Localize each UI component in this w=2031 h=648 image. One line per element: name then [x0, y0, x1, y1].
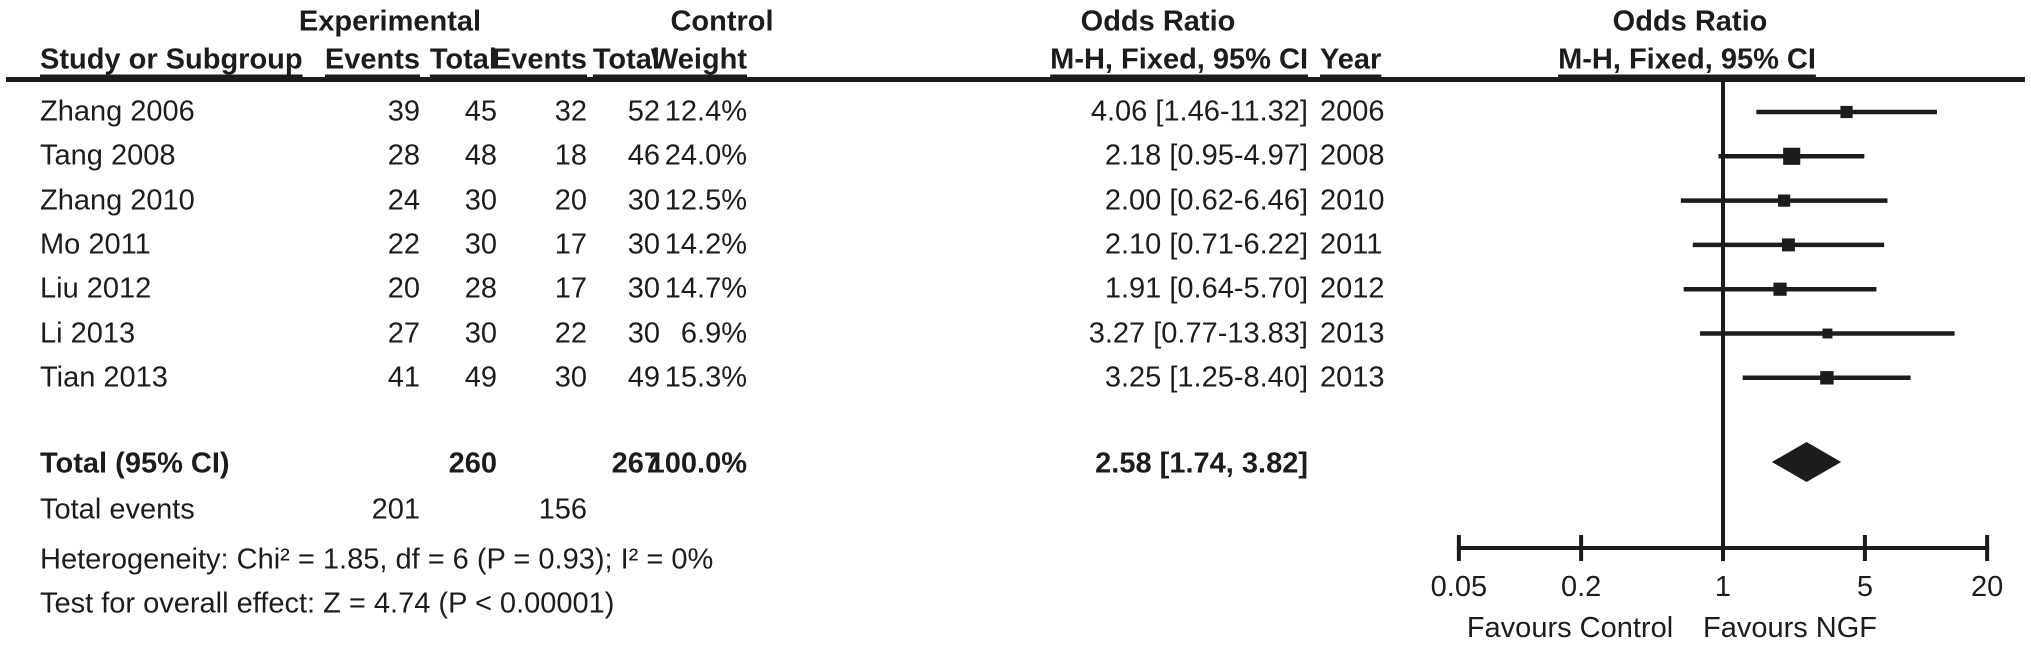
year-value: 2008 [1320, 139, 1385, 172]
effect-square [1783, 147, 1801, 165]
ctl-events-value: 32 [554, 95, 587, 128]
exp-total-value: 30 [464, 184, 497, 217]
year-value: 2006 [1320, 95, 1385, 128]
exp-total-value: 49 [464, 361, 497, 394]
total-diamond [1771, 442, 1842, 482]
weight-value: 24.0% [664, 139, 747, 172]
or-ci-value: 2.18 [0.95-4.97] [1104, 139, 1308, 172]
ctl-total-value: 30 [627, 272, 660, 305]
col-header-ctl-events: Events [491, 43, 587, 76]
favours-left-label: Favours Control [1467, 612, 1673, 644]
plot-header-mh-ci: M-H, Fixed, 95% CI [1558, 43, 1816, 76]
effect-square [1777, 194, 1791, 207]
col-header-exp-total: Total [429, 43, 497, 76]
exp-events-value: 24 [387, 184, 420, 217]
col-header-exp-events: Events [324, 43, 420, 76]
col-header-or-ci: M-H, Fixed, 95% CI [1050, 43, 1308, 76]
x-tick-label: 20 [1971, 571, 2003, 603]
or-ci-value: 2.00 [0.62-6.46] [1104, 184, 1308, 217]
or-ci-value: 1.91 [0.64-5.70] [1104, 272, 1308, 305]
ctl-events-value: 20 [554, 184, 587, 217]
x-tick-label: 0.05 [1431, 571, 1487, 603]
study-name: Zhang 2006 [40, 95, 195, 128]
total-exp-total: 260 [448, 447, 497, 480]
effect-square [1773, 282, 1787, 296]
study-name: Tang 2008 [40, 139, 176, 172]
group-header-control: Control [670, 5, 774, 38]
exp-total-value: 48 [464, 139, 497, 172]
exp-events-value: 39 [387, 95, 420, 128]
effect-square [1820, 371, 1834, 385]
or-ci-value: 3.25 [1.25-8.40] [1104, 361, 1308, 394]
exp-total-value: 28 [464, 272, 497, 305]
exp-total-value: 30 [464, 228, 497, 261]
exp-events-value: 20 [387, 272, 420, 305]
exp-total-value: 45 [464, 95, 497, 128]
overall-effect-note: Test for overall effect: Z = 4.74 (P < 0… [40, 587, 615, 620]
total-events-ctl-value: 156 [538, 493, 587, 526]
total-events-label: Total events [40, 493, 195, 526]
study-name: Mo 2011 [40, 228, 151, 261]
col-header-study: Study or Subgroup [40, 43, 303, 76]
weight-value: 14.2% [664, 228, 747, 261]
weight-value: 14.7% [664, 272, 747, 305]
ctl-total-value: 49 [627, 361, 660, 394]
or-ci-value: 3.27 [0.77-13.83] [1088, 317, 1308, 349]
ctl-total-value: 30 [627, 228, 660, 261]
exp-events-value: 22 [387, 228, 420, 261]
year-value: 2010 [1320, 184, 1385, 217]
study-name: Liu 2012 [40, 272, 152, 305]
group-header-experimental: Experimental [298, 5, 482, 38]
x-tick-label: 1 [1715, 571, 1731, 603]
ctl-total-value: 30 [627, 184, 660, 217]
or-ci-value: 2.10 [0.71-6.22] [1104, 228, 1308, 261]
col-header-weight: Weight [650, 43, 747, 76]
x-tick-label: 5 [1857, 571, 1873, 603]
group-header-odds-ratio: Odds Ratio [1080, 5, 1236, 38]
study-name: Li 2013 [40, 317, 136, 349]
ctl-total-value: 46 [627, 139, 660, 172]
exp-total-value: 30 [464, 317, 497, 349]
col-header-ctl-total: Total [592, 43, 660, 76]
weight-value: 12.4% [664, 95, 747, 128]
weight-value: 15.3% [664, 361, 747, 394]
exp-events-value: 41 [387, 361, 420, 394]
weight-value: 6.9% [680, 317, 747, 349]
ctl-events-value: 22 [554, 317, 587, 349]
total-or-ci: 2.58 [1.74, 3.82] [1095, 447, 1308, 480]
effect-square [1781, 238, 1795, 252]
favours-right-label: Favours NGF [1703, 612, 1877, 644]
total-ctl-total: 267 [611, 447, 660, 480]
ctl-events-value: 17 [554, 272, 587, 305]
ctl-events-value: 18 [554, 139, 587, 172]
total-events-exp-value: 201 [371, 493, 420, 526]
ctl-total-value: 30 [627, 317, 660, 349]
heterogeneity-note: Heterogeneity: Chi² = 1.85, df = 6 (P = … [40, 543, 714, 576]
or-ci-value: 4.06 [1.46-11.32] [1090, 95, 1308, 128]
col-header-year: Year [1320, 43, 1382, 76]
study-name: Tian 2013 [40, 361, 168, 394]
plot-header-odds-ratio: Odds Ratio [1612, 5, 1768, 38]
ctl-total-value: 52 [627, 95, 660, 128]
ctl-events-value: 17 [554, 228, 587, 261]
effect-square [1840, 105, 1853, 119]
total-weight: 100.0% [648, 447, 747, 480]
year-value: 2013 [1320, 361, 1385, 394]
ctl-events-value: 30 [554, 361, 587, 394]
exp-events-value: 27 [387, 317, 420, 349]
effect-square [1822, 328, 1833, 339]
study-name: Zhang 2010 [40, 184, 195, 217]
exp-events-value: 28 [387, 139, 420, 172]
year-value: 2011 [1320, 228, 1383, 261]
total-row-label: Total (95% CI) [40, 447, 230, 480]
year-value: 2012 [1320, 272, 1385, 305]
year-value: 2013 [1320, 317, 1385, 349]
weight-value: 12.5% [664, 184, 747, 217]
x-tick-label: 0.2 [1561, 571, 1601, 603]
header-rule [6, 77, 2025, 82]
